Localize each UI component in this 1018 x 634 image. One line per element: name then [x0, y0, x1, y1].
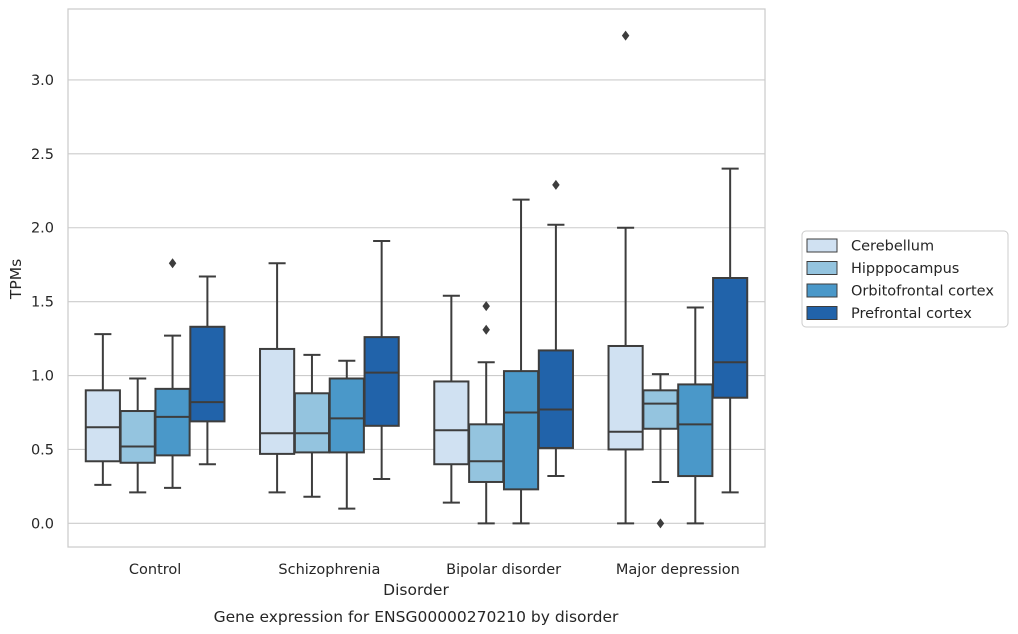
outlier-point	[552, 179, 560, 190]
y-tick-label: 1.5	[31, 295, 54, 311]
y-tick-label: 2.0	[31, 221, 54, 237]
y-axis-label: TPMs	[7, 259, 25, 300]
box-iqr	[293, 392, 331, 454]
box-iqr	[468, 423, 505, 483]
y-tick-label: 1.0	[31, 369, 54, 385]
box-iqr	[189, 325, 226, 423]
x-tick-label: Bipolar disorder	[446, 562, 561, 578]
box-iqr	[363, 336, 400, 427]
legend-item: Hipppocampus	[806, 261, 959, 277]
legend: Cerebellum Hipppocampus Orbitofrontal cort…	[801, 230, 1009, 328]
legend-label: Orbitofrontal cortex	[851, 284, 994, 300]
box-iqr	[502, 370, 540, 491]
box-plot-area	[84, 30, 749, 529]
y-tick-label: 0.0	[31, 516, 54, 532]
box-iqr	[154, 387, 191, 457]
box-orbitofrontal-cortex	[502, 198, 540, 525]
box-cerebellum	[84, 333, 121, 486]
box-iqr	[642, 389, 679, 430]
legend-swatch	[806, 238, 838, 253]
box-iqr	[607, 344, 644, 451]
outlier-point	[621, 30, 630, 41]
box-iqr	[84, 389, 121, 463]
legend-item: Prefrontal cortex	[806, 306, 972, 322]
box-prefrontal-cortex	[363, 240, 400, 481]
box-iqr	[677, 383, 714, 478]
legend-swatch	[806, 261, 838, 275]
box-iqr	[119, 410, 156, 464]
box-orbitofrontal-cortex	[677, 306, 714, 525]
box-prefrontal-cortex	[537, 179, 574, 478]
box-cerebellum	[433, 294, 470, 504]
box-prefrontal-cortex	[712, 167, 749, 494]
box-cerebellum	[259, 262, 296, 494]
box-iqr	[433, 380, 470, 466]
x-axis-ticks: Control Schizophrenia Bipolar disorder Majo…	[129, 562, 740, 578]
legend-item: Orbitofrontal cortex	[806, 283, 994, 300]
legend-frame	[801, 230, 1009, 328]
box-iqr	[259, 347, 296, 455]
plot-frame	[67, 8, 766, 548]
x-tick-label: Schizophrenia	[278, 562, 380, 578]
box-iqr	[712, 277, 749, 399]
y-tick-label: 2.5	[31, 147, 54, 163]
outlier-point	[482, 324, 490, 335]
outlier-point	[482, 301, 490, 312]
box-orbitofrontal-cortex	[154, 258, 191, 489]
x-axis-label: Disorder	[383, 581, 449, 599]
outlier-point	[168, 258, 177, 269]
y-tick-label: 3.0	[31, 73, 54, 89]
box-hipppocampus	[642, 373, 679, 529]
box-hipppocampus	[293, 353, 331, 498]
x-tick-label: Major depression	[616, 562, 740, 578]
box-prefrontal-cortex	[189, 275, 226, 466]
y-axis-ticks: 0.0 0.5 1.0 1.5 2.0 2.5 3.0	[31, 73, 54, 532]
box-orbitofrontal-cortex	[328, 359, 365, 510]
legend-label: Prefrontal cortex	[851, 306, 972, 322]
legend-label: Hipppocampus	[851, 261, 959, 277]
x-tick-label: Control	[129, 562, 181, 578]
box-iqr	[328, 377, 365, 454]
legend-swatch	[806, 283, 838, 298]
box-iqr	[537, 349, 574, 449]
box-hipppocampus	[468, 301, 505, 525]
chart-caption: Gene expression for ENSG00000270210 by d…	[214, 608, 619, 626]
legend-item: Cerebellum	[806, 238, 934, 255]
legend-swatch	[806, 306, 838, 320]
box-hipppocampus	[119, 377, 156, 494]
legend-label: Cerebellum	[851, 239, 934, 255]
outlier-point	[656, 518, 665, 529]
box-cerebellum	[607, 30, 644, 525]
y-tick-label: 0.5	[31, 442, 54, 458]
